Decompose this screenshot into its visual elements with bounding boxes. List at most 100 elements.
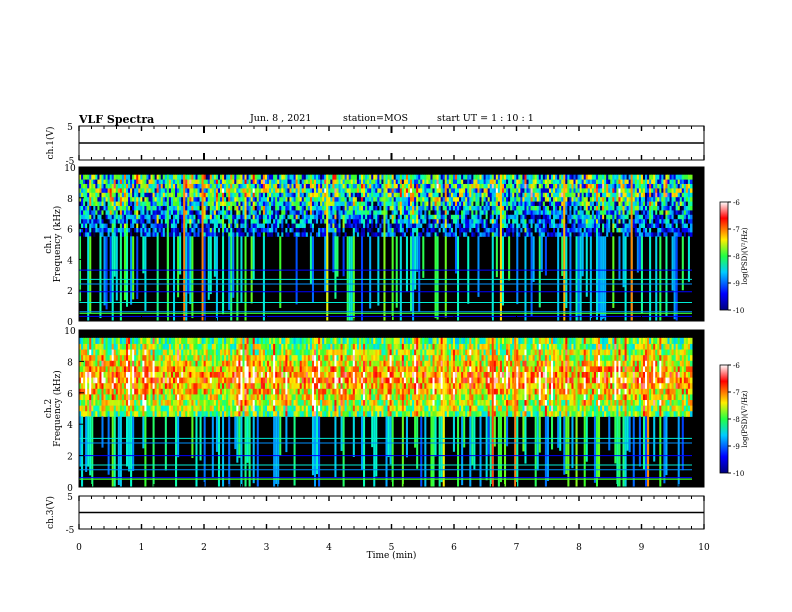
ch1-spectrogram-cell	[363, 231, 366, 237]
ch1-spectrogram-cell	[172, 187, 176, 193]
ch1-spectrogram-cell	[624, 201, 628, 206]
ch1-spectrogram-cell	[358, 218, 362, 224]
ch2-spectrogram-cell	[125, 343, 129, 350]
ch2-spectrogram-cell	[103, 393, 107, 401]
ch1-spectrogram-cell	[222, 196, 225, 202]
ch1-spectrogram-cell	[506, 223, 509, 228]
ch1-spectrogram-cell	[215, 196, 219, 202]
ch1-spectrogram-cell	[305, 196, 309, 202]
ch2-spectrogram-cell	[85, 337, 88, 344]
ch1-spectrogram-cell	[444, 196, 448, 202]
ch2-spectrogram-cell	[83, 371, 86, 378]
ch1-spectrogram-cell	[405, 179, 409, 184]
ch1-spectrogram-cell	[612, 209, 615, 215]
ch1-spectrogram-cell	[324, 192, 327, 198]
ch1-spectrogram-cell	[297, 205, 301, 211]
ch1-spectrogram-cell	[638, 227, 642, 233]
ch1-spectrogram-cell	[424, 205, 427, 211]
ch1-spectrogram-cell	[536, 179, 540, 184]
ch1-waveform-ytick-0: 5	[67, 123, 73, 133]
ch1-spectrogram-cell	[463, 183, 466, 189]
ch1-spectrogram-cell	[577, 183, 581, 189]
ch1-spectrogram-cell	[669, 179, 673, 184]
ch1-spectrogram-cell	[79, 214, 82, 220]
ch1-spectrogram-cell	[342, 183, 346, 189]
ch2-spectrogram-cell	[132, 371, 135, 378]
ch1-spectrogram-cell	[673, 231, 677, 237]
ch1-spectrogram-cell	[134, 209, 137, 215]
ch1-spectrogram-cell	[199, 187, 203, 193]
ch1-spectrogram-cell	[103, 201, 107, 206]
ch1-spectrogram-cell	[524, 205, 527, 211]
ch1-spectrogram-cell	[389, 174, 393, 180]
ch1-spectrogram-cell	[260, 205, 264, 211]
ch1-spectrogram-cell	[581, 192, 585, 198]
ch1-spectrogram-cell	[191, 192, 194, 198]
ch1-spectrogram-cell	[354, 223, 358, 228]
ch1-spectrogram-cell	[346, 218, 350, 224]
ch1-spectrogram-cell	[177, 179, 180, 184]
ch1-spectrogram-cell	[540, 174, 544, 180]
ch1-spectrogram-cell	[452, 214, 456, 220]
ch2-spectrogram-cell	[121, 393, 125, 401]
ch1-spectrogram-cell	[401, 227, 405, 233]
ch1-spectrogram-cell	[279, 214, 282, 220]
ch1-spectrogram-cell	[238, 214, 241, 220]
ch1-spectrogram-cell	[250, 227, 254, 233]
ch1-spectrogram-cell	[318, 201, 321, 206]
ch1-spectrogram-cell	[105, 196, 109, 202]
ch1-spectrogram-cell	[260, 223, 264, 228]
ch1-spectrogram-cell	[246, 227, 250, 233]
ch2-spectrogram-cell	[83, 343, 86, 350]
ch1-spectrogram-cell	[424, 214, 427, 220]
ch1-spectrogram-cell	[367, 179, 370, 184]
ch1-spectrogram-cell	[111, 214, 115, 220]
ch1-spectrogram-cell	[291, 179, 295, 184]
ch1-spectrogram-cell	[318, 223, 321, 228]
ch1-spectrogram-cell	[432, 201, 436, 206]
ch1-spectrogram-cell	[179, 223, 182, 228]
ch1-spectrogram-cell	[401, 179, 405, 184]
ch1-spectrogram-cell	[446, 183, 450, 189]
ch1-spectrogram-cell	[414, 201, 417, 206]
ch1-spectrogram-cell	[407, 174, 411, 180]
ch1-spectrogram-cell	[647, 196, 650, 202]
ch1-spectrogram-cell	[254, 205, 258, 211]
ch1-spectrogram-cell	[109, 192, 113, 198]
ch1-spectrogram-cell	[215, 179, 219, 184]
ch1-spectrogram-cell	[624, 214, 628, 220]
ch2-spectrogram-cell	[109, 349, 113, 356]
ch1-spectrogram-cell	[279, 201, 282, 206]
ch1-spectrogram-cell	[493, 231, 497, 237]
ch1-spectrogram-cell	[412, 209, 415, 215]
ch1-spectrogram-cell	[191, 183, 194, 189]
ch1-spectrogram-cell	[330, 183, 333, 189]
ch1-spectrogram-cell	[244, 196, 248, 202]
ch1-spectrogram-cell	[142, 196, 145, 202]
ch1-spectrogram-cell	[324, 209, 327, 215]
ch1-spectrogram-cell	[246, 231, 250, 237]
ch1-spectrogram-cell	[585, 187, 589, 193]
ch1-spectrogram-cell	[612, 218, 615, 224]
ch1-spectrogram-cell	[573, 196, 577, 202]
ch1-spectrogram-cell	[152, 179, 156, 184]
ch1-spectrogram-cell	[222, 209, 225, 215]
ch1-spectrogram-cell	[138, 227, 141, 233]
ch1-spectrogram-cell	[242, 179, 246, 184]
ch1-spectrogram-cell	[348, 231, 352, 237]
ch1-spectrogram-cell	[89, 209, 92, 215]
ch2-spectrogram-cell	[91, 354, 94, 361]
ch1-spectrogram-cell	[389, 179, 393, 184]
ch1-spectrogram-cell	[211, 192, 215, 198]
ch1-spectrogram-cell	[446, 201, 450, 206]
ch1-spectrogram-cell	[177, 231, 180, 237]
ch1-spectrogram-cell	[342, 205, 346, 211]
ch1-spectrogram-cell	[407, 196, 411, 202]
ch1-spectrogram-cell	[634, 209, 638, 215]
ch1-spectrogram-cell	[479, 201, 483, 206]
ch1-spectrogram-cell	[236, 196, 239, 202]
ch1-spectrogram-cell	[481, 196, 485, 202]
ch1-spectrogram-cell	[89, 183, 92, 189]
ch1-spectrogram-cell	[459, 174, 462, 180]
ch1-spectrogram-cell	[379, 223, 382, 228]
